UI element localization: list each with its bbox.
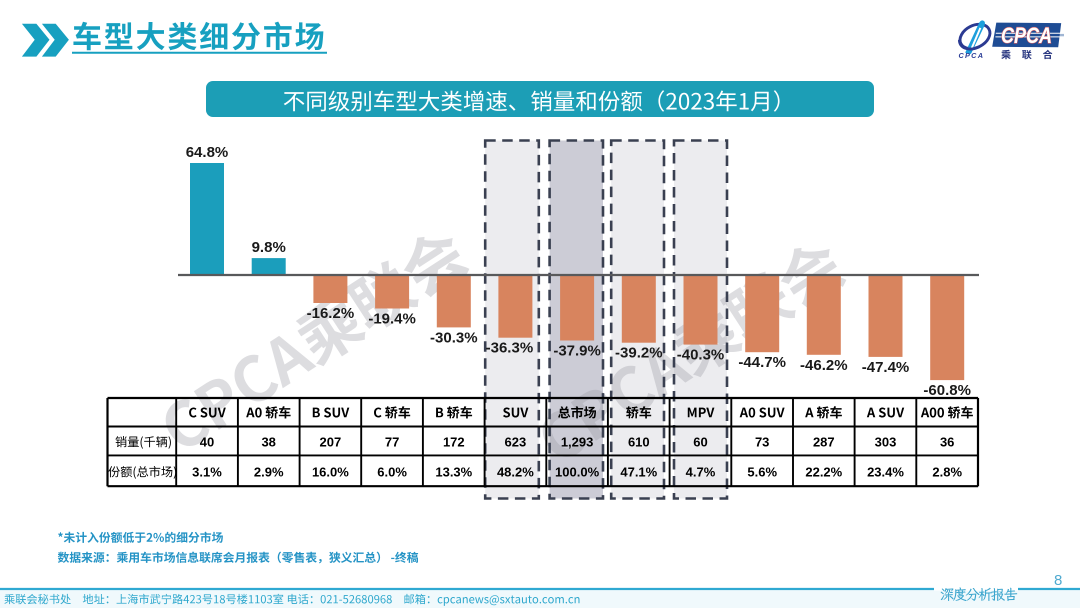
svg-text:-39.2%: -39.2% <box>615 345 663 362</box>
svg-text:2.9%: 2.9% <box>254 464 284 479</box>
svg-text:-40.3%: -40.3% <box>677 347 725 364</box>
svg-text:6.0%: 6.0% <box>377 464 407 479</box>
svg-text:172: 172 <box>443 434 465 449</box>
svg-text:48.2%: 48.2% <box>497 464 534 479</box>
svg-text:38: 38 <box>261 434 275 449</box>
svg-text:-19.4%: -19.4% <box>368 311 416 328</box>
svg-text:16.0%: 16.0% <box>312 464 349 479</box>
svg-text:40: 40 <box>200 434 214 449</box>
svg-text:73: 73 <box>755 434 769 449</box>
svg-text:4.7%: 4.7% <box>686 464 716 479</box>
svg-text:5.6%: 5.6% <box>747 464 777 479</box>
svg-text:207: 207 <box>320 434 342 449</box>
svg-text:22.2%: 22.2% <box>805 464 842 479</box>
svg-text:-30.3%: -30.3% <box>430 329 478 346</box>
svg-text:CPCA: CPCA <box>1001 23 1052 48</box>
svg-text:610: 610 <box>628 434 650 449</box>
svg-text:303: 303 <box>875 434 897 449</box>
svg-text:23.4%: 23.4% <box>867 464 904 479</box>
svg-text:100.0%: 100.0% <box>555 464 600 479</box>
svg-text:36: 36 <box>940 434 954 449</box>
svg-text:CPCA: CPCA <box>959 51 984 60</box>
svg-text:64.8%: 64.8% <box>186 144 229 161</box>
svg-text:-44.7%: -44.7% <box>738 354 786 371</box>
svg-text:47.1%: 47.1% <box>620 464 657 479</box>
svg-text:13.3%: 13.3% <box>435 464 472 479</box>
svg-text:8: 8 <box>1054 572 1062 589</box>
svg-text:-36.3%: -36.3% <box>486 340 534 357</box>
svg-text:287: 287 <box>813 434 835 449</box>
svg-text:623: 623 <box>505 434 527 449</box>
svg-text:-37.9%: -37.9% <box>553 343 601 360</box>
svg-text:-60.8%: -60.8% <box>923 382 971 399</box>
svg-text:3.1%: 3.1% <box>192 464 222 479</box>
svg-text:60: 60 <box>693 434 707 449</box>
svg-text:-46.2%: -46.2% <box>800 357 848 374</box>
svg-text:1,293: 1,293 <box>561 434 594 449</box>
svg-text:2.8%: 2.8% <box>932 464 962 479</box>
svg-text:9.8%: 9.8% <box>252 239 286 256</box>
svg-text:-16.2%: -16.2% <box>307 305 355 322</box>
svg-text:77: 77 <box>385 434 399 449</box>
svg-text:-47.4%: -47.4% <box>862 359 910 376</box>
